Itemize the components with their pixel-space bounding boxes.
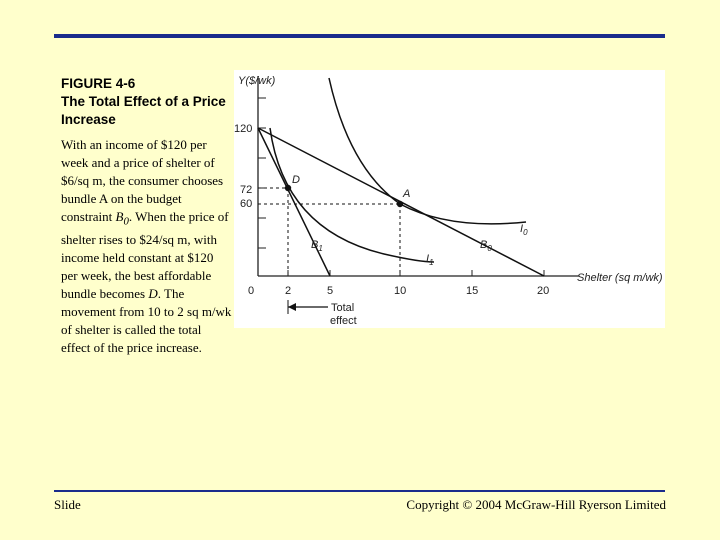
x-tick-label-5: 5 — [327, 285, 333, 297]
indifference-curve-i0 — [328, 77, 527, 225]
curve-label-i0: I0 — [520, 223, 528, 237]
caption-text-3: . The movement from 10 to 2 sq m/wk of s… — [61, 285, 232, 355]
total-effect-label-1: Total — [331, 302, 354, 314]
total-effect-label-2: effect — [330, 315, 357, 327]
point-label-d: D — [292, 174, 300, 186]
y-axis-label: Y($/wk) — [238, 75, 276, 87]
figure-title: FIGURE 4-6 The Total Effect of a Price I… — [61, 75, 236, 129]
b0-label: B0 — [115, 209, 129, 228]
indifference-curve-i1 — [269, 127, 435, 263]
curve-label-b0: B0 — [480, 239, 492, 253]
x-axis-label: Shelter (sq m/wk) — [577, 272, 663, 284]
figure-caption: With an income of $120 per week and a pr… — [61, 136, 233, 357]
x-tick-label-15: 15 — [466, 285, 478, 297]
footer-copyright: Copyright © 2004 McGraw-Hill Ryerson Lim… — [406, 497, 666, 512]
bottom-rule — [54, 490, 665, 492]
figure-heading: The Total Effect of a Price Increase — [61, 94, 226, 127]
caption-text-2: . When the price of shelter rises to $24… — [61, 209, 229, 301]
graph-panel: Y($/wk) Shelter (sq m/wk) 120 72 60 0 2 … — [234, 70, 665, 328]
y-tick-label-120: 120 — [234, 123, 252, 135]
budget-line-b1 — [257, 127, 331, 277]
top-rule — [54, 34, 665, 38]
point-label-a: A — [402, 188, 410, 200]
x-tick-label-0: 0 — [248, 285, 254, 297]
x-tick-label-10: 10 — [394, 285, 406, 297]
figure-number: FIGURE 4-6 — [61, 76, 136, 91]
curve-label-b1: B1 — [311, 239, 323, 253]
footer-slide-label: Slide — [54, 497, 81, 512]
curve-label-i1: I1 — [426, 253, 434, 267]
total-effect-arrowhead — [288, 303, 296, 311]
caption-text-1: With an income of $120 per week and a pr… — [61, 137, 224, 224]
x-tick-label-2: 2 — [285, 285, 291, 297]
y-tick-label-72: 72 — [240, 184, 252, 196]
y-tick-label-60: 60 — [240, 198, 252, 210]
point-a — [396, 200, 404, 208]
d-label: D — [148, 285, 158, 301]
total-effect-graph: Y($/wk) Shelter (sq m/wk) 120 72 60 0 2 … — [234, 75, 663, 327]
point-d — [284, 184, 292, 192]
x-tick-label-20: 20 — [537, 285, 549, 297]
